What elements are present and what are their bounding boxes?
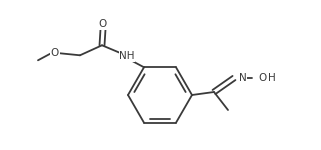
Text: O: O xyxy=(99,19,107,29)
Text: N: N xyxy=(239,73,247,83)
Text: H: H xyxy=(268,73,276,83)
Text: O: O xyxy=(51,48,59,58)
Text: O: O xyxy=(258,73,266,83)
Text: NH: NH xyxy=(119,51,135,61)
